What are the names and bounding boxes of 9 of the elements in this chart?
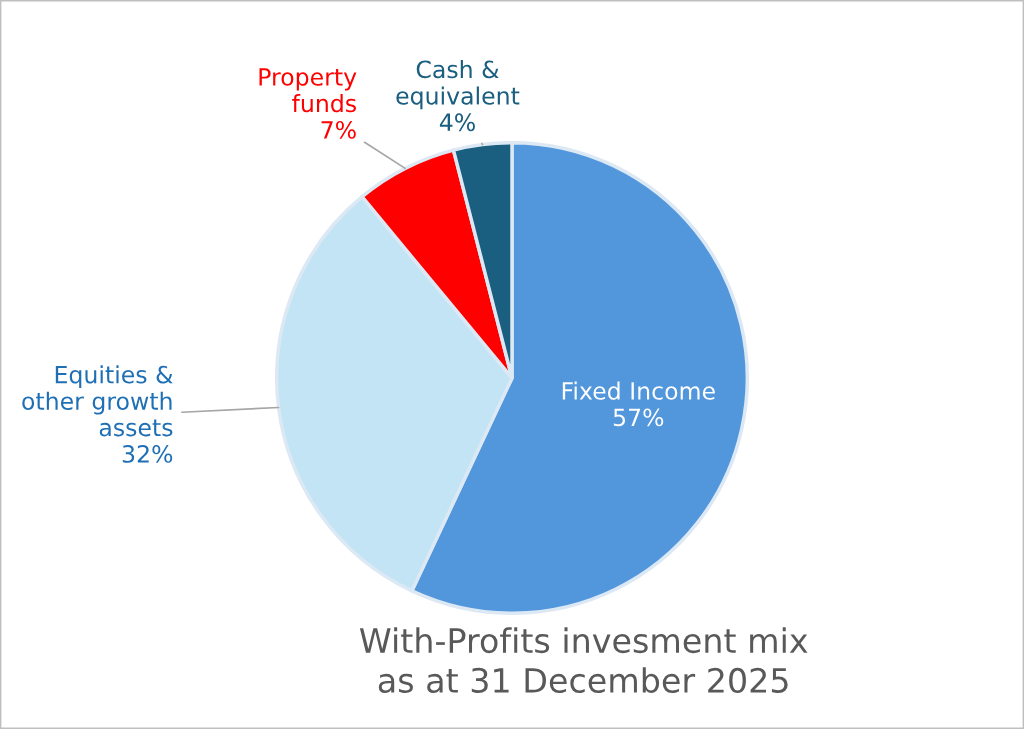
slice-label: Cash & equivalent [396, 60, 520, 110]
slice-label: Equities & other growth assets [22, 365, 173, 437]
text: With-Profits invesment mix as at 31 December 2025 [359, 627, 808, 693]
data-label: 7% [321, 120, 356, 139]
data-label: 4% [439, 113, 475, 132]
slice-label: Fixed Income [562, 381, 715, 400]
data-label: 57% [613, 408, 664, 427]
slice-label: Property funds [259, 68, 357, 113]
data-label: 32% [122, 444, 173, 463]
